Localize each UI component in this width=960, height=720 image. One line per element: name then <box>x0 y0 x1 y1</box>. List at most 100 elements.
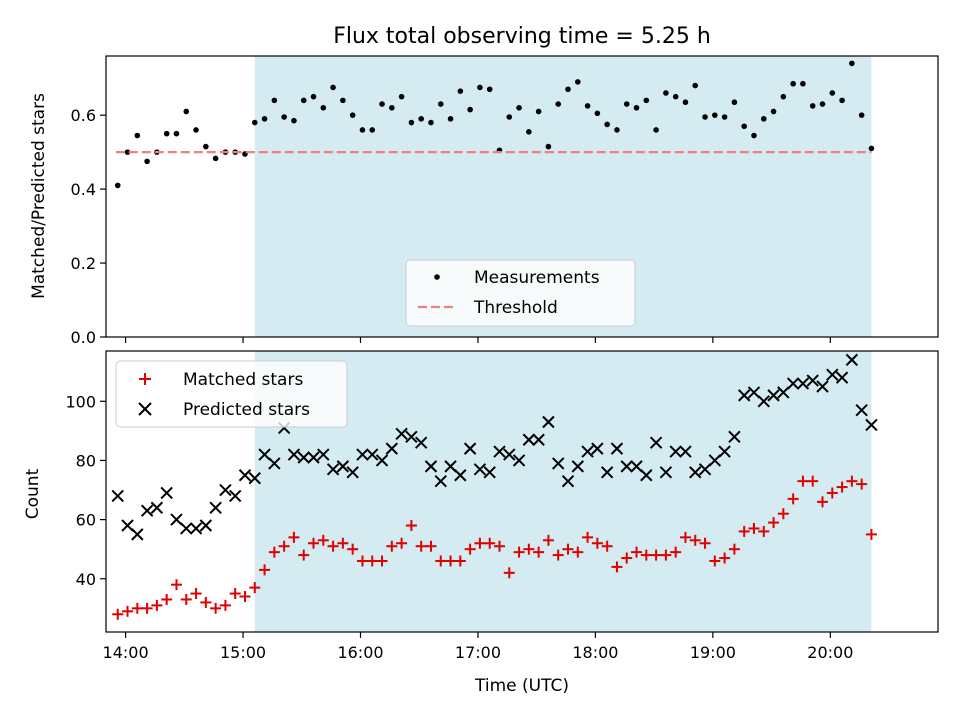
predicted-stars-point <box>786 377 800 390</box>
matched-stars-point <box>347 543 359 555</box>
predicted-stars-point <box>610 442 624 455</box>
measurement-point <box>574 79 581 85</box>
measurement-point <box>447 116 454 122</box>
matched-stars-point <box>425 540 437 552</box>
predicted-stars-point <box>493 445 506 458</box>
predicted-stars-point <box>835 371 849 384</box>
measurement-point <box>526 128 532 135</box>
matched-stars-point <box>386 540 398 552</box>
predicted-stars-point <box>219 483 232 497</box>
matched-stars-point <box>151 599 163 611</box>
x-tick-label: 18:00 <box>572 643 618 662</box>
predicted-stars-point <box>708 454 722 467</box>
highlight-span-bottom <box>254 351 872 632</box>
matched-stars-point <box>219 599 231 611</box>
x-tick-label: 17:00 <box>455 643 501 662</box>
predicted-stars-point <box>131 528 144 541</box>
legend-predicted-label: Predicted stars <box>183 400 310 420</box>
measurement-point <box>134 132 141 139</box>
measurement-point <box>565 86 571 93</box>
matched-stars-point <box>631 546 643 558</box>
matched-stars-point <box>777 508 789 520</box>
matched-stars-point <box>327 540 339 552</box>
x-tick-label: 19:00 <box>690 643 736 662</box>
matched-stars-point <box>611 561 623 573</box>
predicted-stars-point <box>737 389 751 402</box>
matched-stars-point <box>112 608 124 620</box>
matched-stars-point <box>396 537 408 549</box>
measurement-point <box>692 82 699 89</box>
predicted-stars-point <box>679 445 692 458</box>
matched-stars-point <box>474 537 486 549</box>
measurement-point <box>418 116 424 122</box>
measurement-point <box>819 101 826 107</box>
matched-stars-point <box>709 555 721 567</box>
predicted-stars-point <box>483 466 496 479</box>
matched-stars-point <box>317 534 329 546</box>
predicted-stars-point <box>375 454 389 467</box>
predicted-stars-point <box>718 445 731 458</box>
bottom-panel: 40 60 80 100 14:00 15:00 16:00 17:00 18:00 19:00… <box>23 350 939 696</box>
predicted-stars-point <box>503 448 516 461</box>
legend-threshold-label: Threshold <box>473 298 558 318</box>
measurement-point <box>261 116 268 122</box>
matched-stars-point <box>640 549 652 561</box>
matched-stars-point <box>131 602 143 614</box>
matched-stars-point <box>200 596 212 608</box>
legend-matched-label: Matched stars <box>183 370 303 390</box>
predicted-stars-point <box>326 463 340 476</box>
predicted-stars-point <box>669 445 682 458</box>
measurement-point <box>721 114 728 120</box>
matched-stars-point <box>533 546 545 558</box>
measurement-point <box>467 106 473 113</box>
predicted-stars-point <box>600 466 614 479</box>
measurement-point <box>320 104 327 111</box>
predicted-stars-point <box>630 460 643 473</box>
predicted-stars-point <box>816 380 829 393</box>
matched-stars-point <box>366 555 378 567</box>
measurement-point <box>428 119 434 126</box>
predicted-stars-point <box>356 448 369 461</box>
measurement-point <box>741 123 747 130</box>
predicted-stars-point <box>307 451 320 464</box>
predicted-stars-point <box>747 386 761 399</box>
measurement-point <box>408 119 415 126</box>
measurement-point <box>516 104 522 111</box>
predicted-stars-point <box>512 454 526 467</box>
predicted-stars-point <box>170 513 183 526</box>
measurement-point <box>780 93 787 100</box>
predicted-stars-point <box>796 377 810 390</box>
predicted-stars-point <box>689 466 702 479</box>
predicted-stars-point <box>826 368 839 381</box>
measurement-point <box>330 84 336 91</box>
predicted-stars-point <box>297 451 310 464</box>
predicted-stars-point <box>121 519 134 532</box>
predicted-stars-point <box>444 460 457 473</box>
measurement-point <box>760 116 767 122</box>
matched-stars-point <box>816 496 828 508</box>
measurement-point <box>770 108 777 115</box>
matched-stars-point <box>190 588 202 600</box>
matched-stars-point <box>582 531 594 543</box>
y-tick-label: 0.4 <box>71 180 96 199</box>
matched-stars-point <box>170 579 182 591</box>
top-legend: Measurements Threshold <box>405 259 636 327</box>
matched-stars-point <box>865 528 877 540</box>
predicted-stars-point <box>522 433 536 446</box>
predicted-stars-point <box>150 501 164 514</box>
predicted-stars-point <box>160 486 173 500</box>
matched-stars-point <box>542 534 554 546</box>
measurement-point <box>506 114 513 120</box>
predicted-stars-point <box>865 418 878 432</box>
matched-stars-point <box>768 517 780 529</box>
top-panel-frame <box>105 55 939 338</box>
predicted-stars-point <box>640 469 653 482</box>
predicted-stars-point <box>855 403 868 417</box>
measurement-point <box>614 127 620 133</box>
measurement-point <box>144 158 150 165</box>
measurement-point <box>653 127 659 133</box>
measurement-point <box>643 97 650 104</box>
measurement-point <box>477 84 483 91</box>
measurement-point <box>858 112 865 118</box>
